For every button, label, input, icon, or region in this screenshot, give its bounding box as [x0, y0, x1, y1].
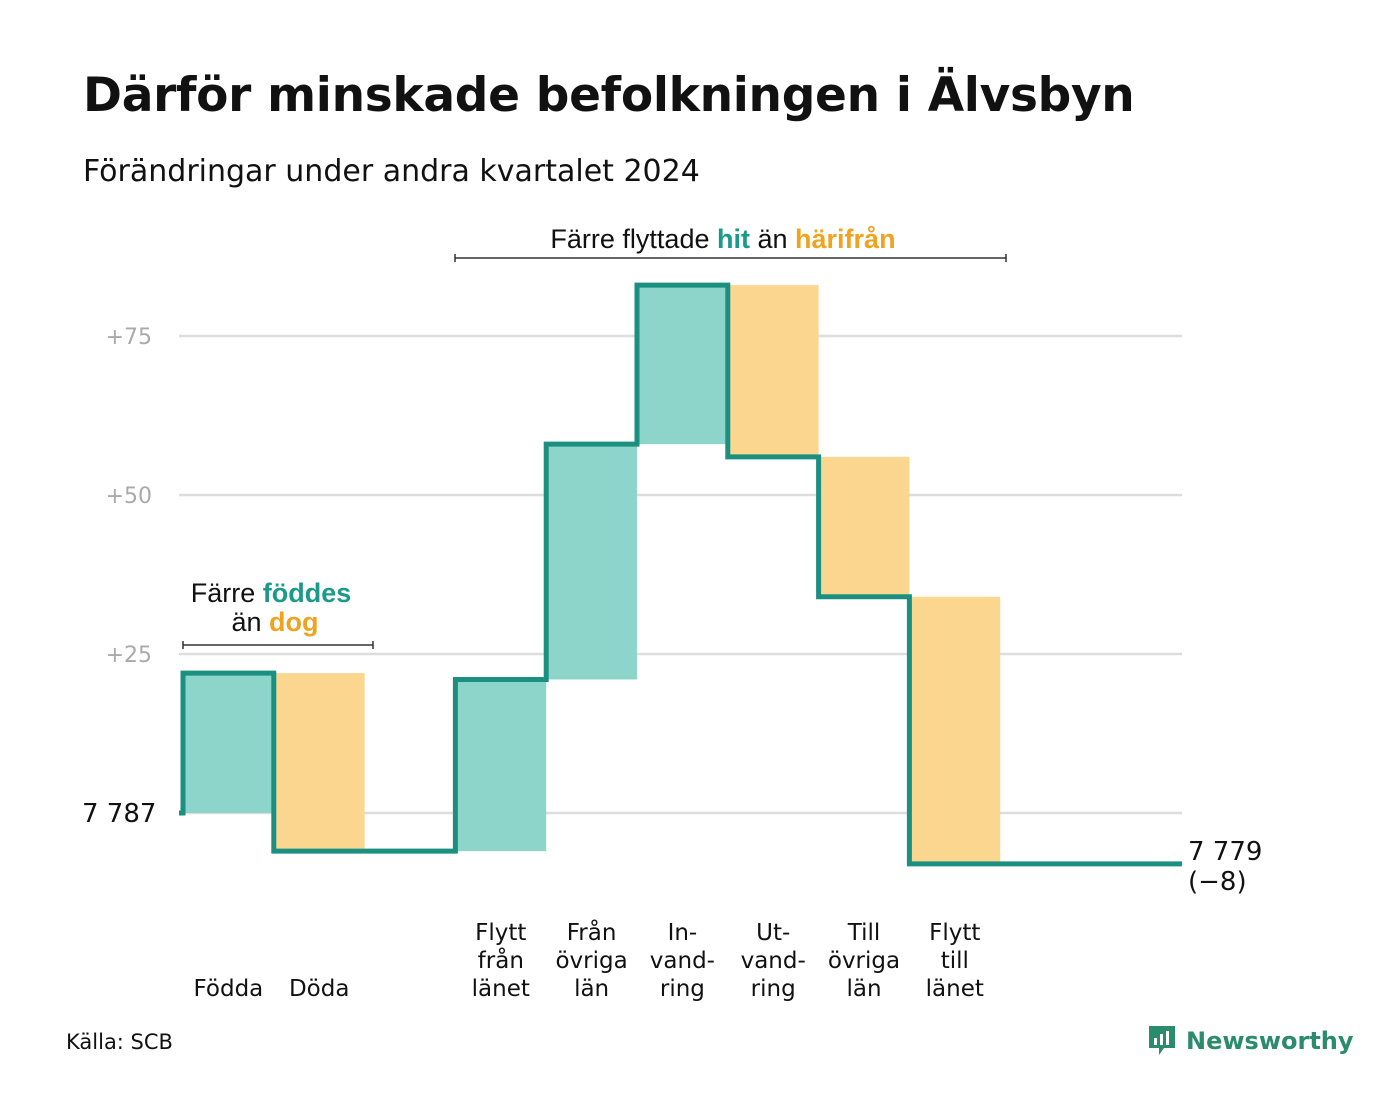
- bar-flytt-fran-lanet: [455, 679, 547, 852]
- bar-flytt-till-lanet: [909, 596, 1001, 864]
- category-label-fodda: Födda: [194, 976, 264, 1002]
- bar-fran-ovriga-lan: [546, 444, 637, 680]
- category-label-till-ovriga-lan: Till övriga län: [828, 920, 900, 1002]
- annotation-migration-text: Färre flyttade hit än härifrån: [550, 224, 895, 254]
- step-line: [179, 282, 1182, 867]
- bar-till-ovriga-lan: [818, 456, 910, 597]
- bar-utvandring: [727, 285, 819, 457]
- annotation-births-deaths: Färre föddes än dog: [182, 578, 374, 649]
- chart-title: Därför minskade befolkningen i Älvsbyn: [83, 68, 1135, 123]
- bar-doda: [273, 673, 365, 852]
- bar-invandring: [637, 285, 728, 445]
- category-label-invandring: In-vand-ring: [650, 920, 715, 1002]
- brand-logo: Newsworthy: [1146, 1023, 1354, 1059]
- source-note: Källa: SCB: [66, 1030, 173, 1054]
- category-label-doda: Döda: [289, 976, 349, 1002]
- step-line-layer: [179, 282, 1182, 867]
- y-tick-label: +25: [106, 643, 152, 668]
- newsworthy-logo-icon: [1149, 1026, 1175, 1055]
- end-change-label: (−8): [1188, 867, 1247, 897]
- brand-name: Newsworthy: [1186, 1027, 1354, 1055]
- end-value-label: 7 779: [1188, 837, 1262, 867]
- annotation-migration: Färre flyttade hit än härifrån: [454, 224, 1007, 262]
- bar-fodda: [183, 673, 274, 813]
- y-tick-label: +50: [106, 484, 152, 509]
- annotation-births-line1: Färre föddes: [191, 578, 352, 608]
- category-label-flytt-fran-lanet: Flytt från länet: [472, 920, 530, 1002]
- labels: +25 +50 +75 7 787 Födda Döda Flytt från länet Frå…: [82, 325, 1262, 1002]
- category-label-fran-ovriga-lan: Från övriga län: [555, 918, 627, 1002]
- start-value-label: 7 787: [82, 799, 156, 829]
- category-label-utvandring: Ut-vand-ring: [741, 920, 806, 1002]
- category-label-flytt-till-lanet: Flytt till länet: [926, 920, 984, 1002]
- bars: [183, 285, 1001, 864]
- annotation-births-line2: än dog: [231, 607, 318, 637]
- chart-subtitle: Förändringar under andra kvartalet 2024: [83, 154, 700, 189]
- y-tick-label: +75: [106, 325, 152, 350]
